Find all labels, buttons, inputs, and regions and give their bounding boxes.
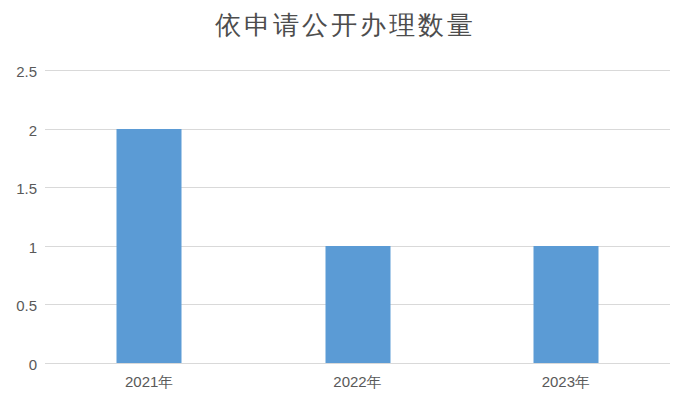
x-axis-line (45, 363, 670, 364)
bar (117, 129, 182, 363)
bar (325, 246, 390, 363)
bar-chart: 依申请公开办理数量 0 0.5 1 1.5 2 2.5 2021年 2022年 2023年 (0, 0, 691, 411)
y-tick-label: 2 (29, 122, 37, 137)
bar (533, 246, 598, 363)
x-tick-label: 2022年 (333, 373, 381, 391)
x-axis-labels: 2021年 2022年 2023年 (45, 373, 670, 397)
x-tick-label: 2021年 (125, 373, 173, 391)
plot-area (45, 71, 670, 364)
y-axis-labels: 00.511.522.5 (0, 71, 37, 364)
x-tick-label: 2023年 (542, 373, 590, 391)
chart-title: 依申请公开办理数量 (0, 8, 691, 43)
y-tick-label: 2.5 (16, 64, 37, 79)
y-tick-label: 0.5 (16, 298, 37, 313)
y-tick-label: 1 (29, 239, 37, 254)
y-tick-label: 1.5 (16, 181, 37, 196)
gridline (45, 70, 670, 71)
y-tick-label: 0 (29, 357, 37, 372)
